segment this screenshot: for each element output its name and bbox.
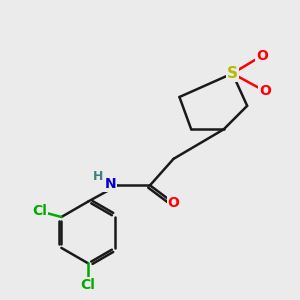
Text: O: O xyxy=(256,49,268,63)
Text: Cl: Cl xyxy=(81,278,96,292)
Text: O: O xyxy=(259,84,271,98)
Text: Cl: Cl xyxy=(32,204,47,218)
Text: O: O xyxy=(168,196,179,210)
Text: H: H xyxy=(93,170,104,183)
Text: S: S xyxy=(227,66,238,81)
Text: N: N xyxy=(104,177,116,191)
